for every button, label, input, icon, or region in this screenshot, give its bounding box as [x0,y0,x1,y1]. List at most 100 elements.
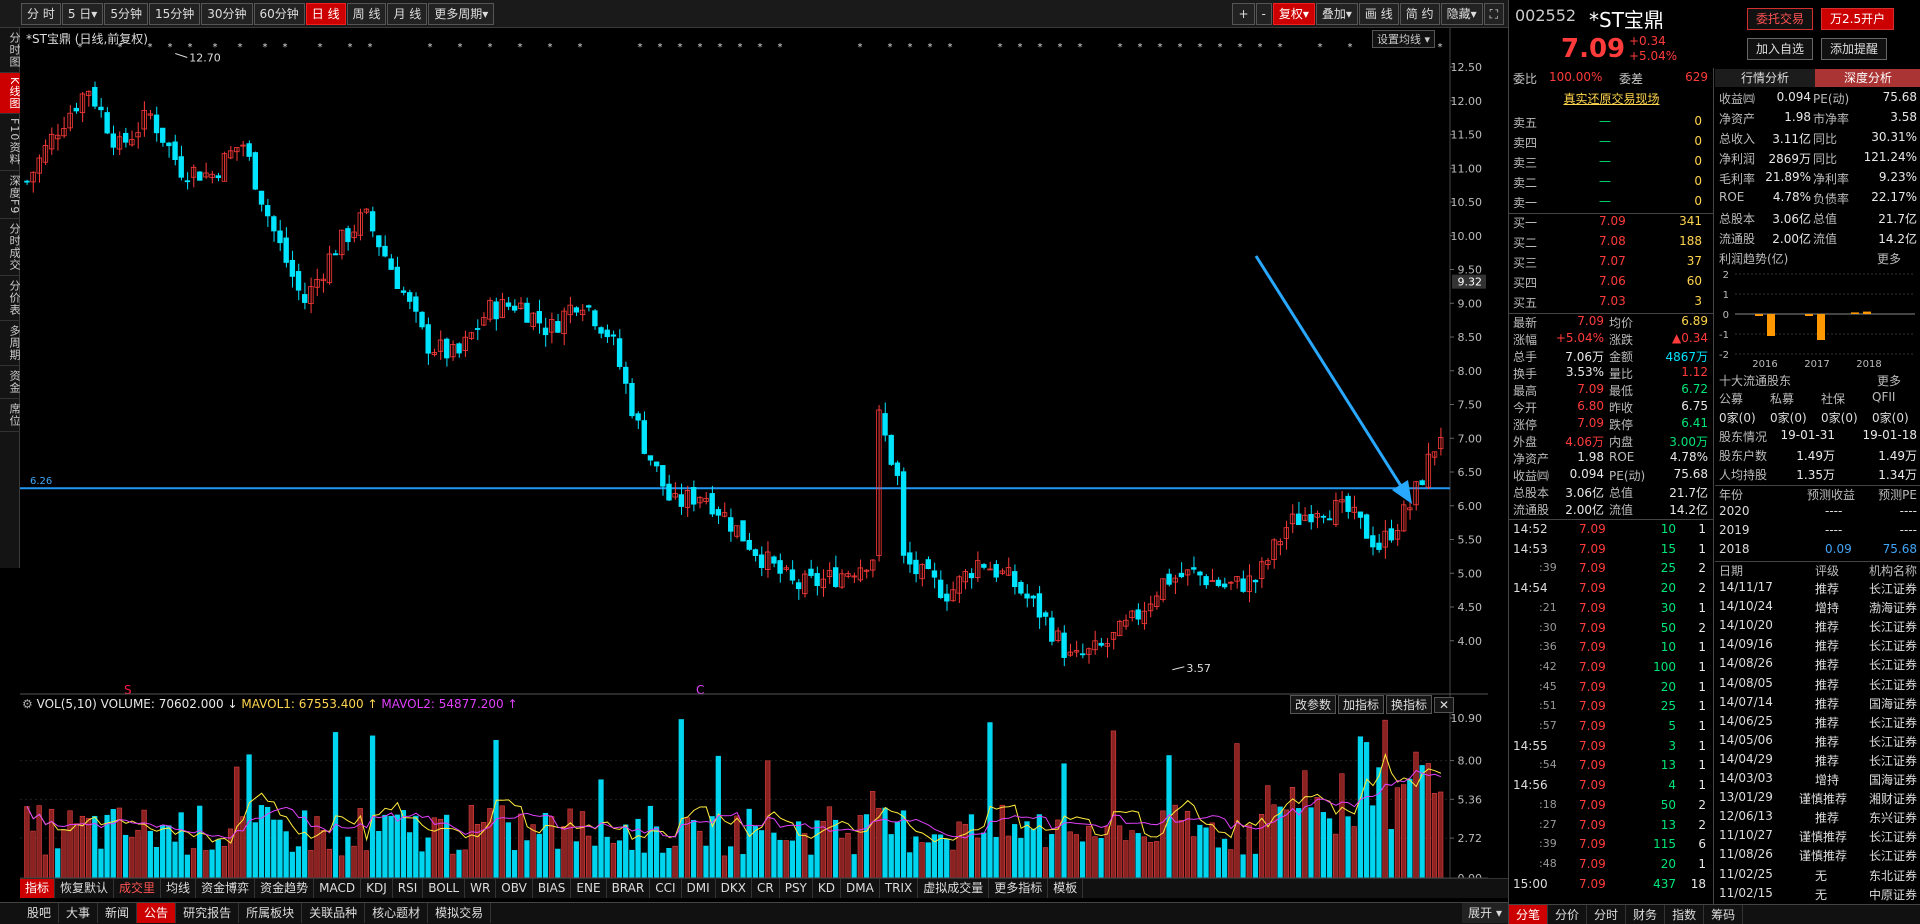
candle-body[interactable] [122,132,129,143]
bottom-tab-3[interactable]: 公告 [137,903,177,923]
candle-body[interactable] [598,327,604,334]
candle-body[interactable] [721,512,728,517]
event-marker[interactable]: * [698,42,703,53]
candle-body[interactable] [832,567,839,587]
event-marker[interactable]: * [738,42,743,53]
event-marker[interactable]: * [188,42,193,53]
candle-body[interactable] [1314,513,1320,518]
event-marker[interactable]: * [638,42,643,53]
event-marker[interactable]: * [1178,42,1183,53]
candle-body[interactable] [820,578,827,589]
event-marker[interactable]: * [678,42,683,53]
candle-body[interactable] [789,569,796,581]
candle-body[interactable] [808,568,814,576]
indicator-7[interactable]: KDJ [361,879,393,898]
event-marker[interactable]: * [78,42,83,53]
candle-body[interactable] [1246,575,1253,592]
candle-body[interactable] [1123,619,1129,627]
candle-body[interactable] [468,332,475,339]
toolbar-button-4[interactable]: 画 线 [1358,3,1399,25]
candle-body[interactable] [907,552,913,565]
candle-body[interactable] [536,311,543,324]
indicator-24[interactable]: 更多指标 [989,879,1049,898]
candle-body[interactable] [703,497,709,502]
event-marker[interactable]: * [1158,42,1163,53]
toolbar-button-2[interactable]: 复权▾ [1272,3,1315,25]
candle-body[interactable] [647,455,654,461]
candle-body[interactable] [431,352,438,356]
candle-body[interactable] [271,216,277,232]
bottom-tab-2[interactable]: 新闻 [98,903,138,923]
candle-body[interactable] [876,409,882,556]
candle-body[interactable] [1141,610,1148,625]
candle-body[interactable] [326,253,333,284]
indicator-25[interactable]: 模板 [1048,879,1084,898]
candle-body[interactable] [339,229,345,256]
event-marker[interactable]: * [1218,42,1223,53]
candle-body[interactable] [246,143,252,157]
candle-body[interactable] [36,157,42,174]
candle-body[interactable] [1049,617,1055,642]
candle-body[interactable] [104,112,110,134]
bottom-tab-5[interactable]: 所属板块 [239,903,303,923]
vol-tool-button-0[interactable]: 改参数 [1290,695,1337,714]
candle-body[interactable] [660,465,666,487]
candle-body[interactable] [190,166,197,178]
candle-body[interactable] [308,286,314,305]
event-marker[interactable]: * [1058,42,1063,53]
candle-body[interactable] [1086,648,1092,655]
candle-body[interactable] [715,509,722,516]
candle-body[interactable] [1345,495,1351,512]
candle-body[interactable] [962,571,969,583]
candle-body[interactable] [1215,579,1222,586]
candle-body[interactable] [882,413,888,436]
candle-body[interactable] [1197,571,1203,576]
candle-body[interactable] [1271,539,1277,560]
candle-body[interactable] [709,493,715,515]
candle-body[interactable] [1296,513,1302,526]
candle-body[interactable] [351,231,357,238]
candle-body[interactable] [1240,578,1246,592]
candle-body[interactable] [147,113,154,116]
candle-body[interactable] [166,142,172,147]
candle-body[interactable] [1431,451,1438,458]
candle-body[interactable] [567,304,573,316]
candle-body[interactable] [1419,480,1425,486]
candle-body[interactable] [795,582,802,590]
indicator-9[interactable]: BOLL [423,879,466,898]
bottom-tab-7[interactable]: 核心题材 [365,903,429,923]
event-marker[interactable]: * [238,42,243,53]
candle-body[interactable] [802,573,808,595]
candle-body[interactable] [1376,542,1382,550]
expand-button[interactable]: 展开 ▾ [1462,903,1508,923]
candle-body[interactable] [629,382,635,417]
candle-body[interactable] [499,299,505,319]
vol-tool-button-1[interactable]: 加指标 [1338,695,1385,714]
candle-body[interactable] [240,144,246,147]
event-marker[interactable]: * [488,42,493,53]
event-marker[interactable]: * [658,42,663,53]
candle-body[interactable] [1394,530,1401,540]
event-marker[interactable]: * [1278,42,1283,53]
left-tab-8[interactable]: 席位 [0,399,21,432]
vol-settings-icon[interactable]: ⚙ [22,697,33,711]
event-marker[interactable]: * [548,42,553,53]
signal-s-marker[interactable]: S [124,683,132,697]
candle-body[interactable] [826,570,833,578]
candle-body[interactable] [734,525,740,537]
candle-body[interactable] [653,461,660,467]
candle-body[interactable] [925,559,931,570]
event-marker[interactable]: * [368,42,373,53]
candle-body[interactable] [277,230,283,244]
candle-body[interactable] [981,564,987,568]
candle-body[interactable] [363,208,370,213]
candle-body[interactable] [48,133,55,150]
candle-body[interactable] [73,107,79,112]
candle-body[interactable] [42,145,49,163]
candle-body[interactable] [382,245,388,257]
event-marker[interactable]: * [888,42,893,53]
candle-body[interactable] [1055,630,1061,641]
indicator-6[interactable]: MACD [314,879,362,898]
candle-body[interactable] [1407,507,1413,511]
event-marker[interactable]: * [1138,42,1143,53]
